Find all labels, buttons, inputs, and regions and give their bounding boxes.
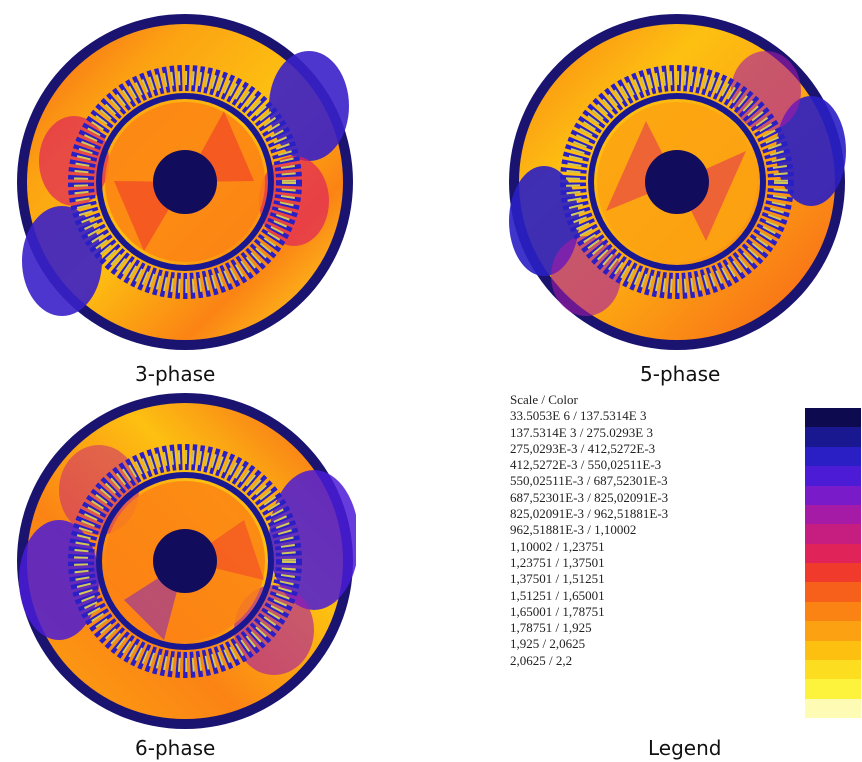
legend-range-2: 137.5314E 3 / 275.0293E 3 bbox=[510, 424, 653, 440]
legend-range-15: 1,925 / 2,0625 bbox=[510, 636, 586, 652]
legend-swatch-3 bbox=[805, 446, 861, 467]
legend-swatch-14 bbox=[805, 659, 861, 680]
legend-range-6: 687,52301E-3 / 825,02091E-3 bbox=[510, 489, 669, 505]
legend-swatch-2 bbox=[805, 427, 861, 447]
legend-range-9: 1,10002 / 1,23751 bbox=[510, 538, 605, 554]
legend-swatch-10 bbox=[805, 582, 861, 602]
legend-swatch-1 bbox=[805, 408, 861, 428]
legend-swatch-13 bbox=[805, 640, 861, 660]
legend-swatch-6 bbox=[805, 504, 861, 525]
legend-swatch-5 bbox=[805, 485, 861, 505]
flux-density-map-3-phase bbox=[17, 14, 353, 350]
legend-swatch-7 bbox=[805, 524, 861, 544]
legend-swatch-12 bbox=[805, 621, 861, 641]
legend-title: Scale / Color bbox=[510, 392, 578, 407]
legend-swatch-16 bbox=[805, 698, 861, 718]
legend-swatch-4 bbox=[805, 466, 861, 486]
legend-range-11: 1,37501 / 1,51251 bbox=[510, 571, 605, 587]
legend-range-8: 962,51881E-3 / 1,10002 bbox=[510, 522, 637, 538]
legend-swatch-11 bbox=[805, 601, 861, 622]
legend-swatch-8 bbox=[805, 543, 861, 563]
legend-range-1: 33.5053E 6 / 137.5314E 3 bbox=[510, 408, 647, 424]
legend-range-12: 1,51251 / 1,65001 bbox=[510, 587, 605, 603]
motor-6-phase bbox=[14, 390, 356, 732]
flux-density-map-6-phase bbox=[17, 393, 356, 729]
caption-legend: Legend bbox=[648, 736, 722, 760]
legend-range-3: 275,0293E-3 / 412,5272E-3 bbox=[510, 440, 656, 456]
legend-swatch-15 bbox=[805, 679, 861, 699]
motor-3-phase bbox=[14, 11, 356, 353]
legend-scale-list: Scale / Color 33.5053E 6 / 137.5314E 3 13… bbox=[510, 392, 668, 669]
legend-range-14: 1,78751 / 1,925 bbox=[510, 620, 592, 636]
caption-6-phase: 6-phase bbox=[135, 736, 216, 760]
legend-range-4: 412,5272E-3 / 550,02511E-3 bbox=[510, 457, 662, 473]
caption-5-phase: 5-phase bbox=[640, 362, 721, 386]
legend-range-16: 2,0625 / 2,2 bbox=[510, 652, 573, 668]
legend-colorbar bbox=[805, 408, 861, 718]
motor-5-phase bbox=[506, 11, 848, 353]
legend-range-10: 1,23751 / 1,37501 bbox=[510, 554, 605, 570]
legend-swatch-9 bbox=[805, 563, 861, 583]
legend-range-7: 825,02091E-3 / 962,51881E-3 bbox=[510, 506, 669, 522]
legend-range-5: 550,02511E-3 / 687,52301E-3 bbox=[510, 473, 668, 489]
caption-3-phase: 3-phase bbox=[135, 362, 216, 386]
flux-density-map-5-phase bbox=[509, 14, 846, 350]
legend-range-13: 1,65001 / 1,78751 bbox=[510, 603, 605, 619]
